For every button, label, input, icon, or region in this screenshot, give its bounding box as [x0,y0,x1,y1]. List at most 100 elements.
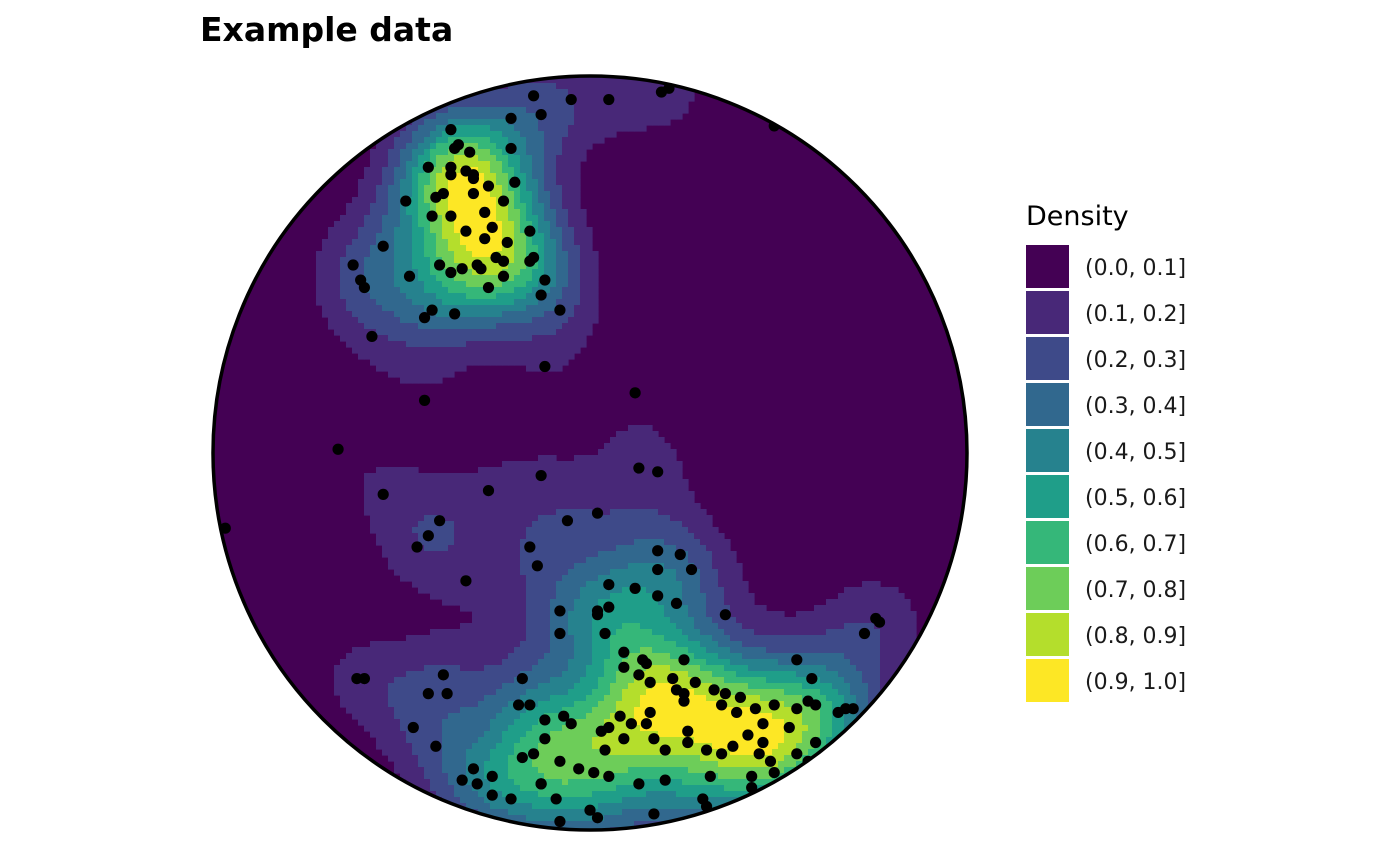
density-cell [508,671,515,678]
density-cell [454,347,461,354]
density-cell [592,299,599,306]
density-cell [670,611,677,618]
density-cell [400,293,407,300]
density-cell [520,353,527,360]
density-cell [796,623,803,630]
density-cell [814,665,821,672]
density-cell [550,677,557,684]
density-cell [346,335,353,342]
density-cell [430,221,437,228]
density-cell [478,257,485,264]
density-cell [826,647,833,654]
density-cell [868,641,875,648]
density-cell [838,629,845,636]
density-cell [346,245,353,252]
density-cell [868,635,875,642]
density-cell [538,653,545,660]
density-cell [346,251,353,258]
density-cell [592,659,599,666]
density-cell [646,77,653,78]
density-cell [406,653,413,660]
density-cell [490,311,497,318]
density-cell [430,497,437,504]
density-cell [484,635,491,642]
density-cell [352,269,359,276]
density-cell [610,521,617,528]
density-cell [556,191,563,198]
density-cell [352,707,359,714]
density-cell [442,239,449,246]
density-cell [580,77,587,84]
density-cell [484,131,491,138]
density-cell [700,647,707,654]
density-cell [556,539,563,546]
density-cell [712,659,719,666]
density-cell [328,227,335,234]
density-cell [838,635,845,642]
density-cell [610,527,617,534]
density-cell [430,509,437,516]
density-cell [490,167,497,174]
density-cell [652,683,659,690]
density-cell [478,497,485,504]
density-cell [664,467,671,474]
density-cell [808,635,815,642]
density-cell [340,329,347,336]
density-cell [694,695,701,702]
density-cell [598,479,605,486]
density-cell [532,599,539,606]
density-cell [442,179,449,186]
density-cell [646,113,653,120]
density-cell [382,653,389,660]
density-cell [646,641,653,648]
density-cell [526,209,533,216]
density-cell [418,527,425,534]
density-cell [616,617,623,624]
density-cell [442,683,449,690]
density-cell [358,317,365,324]
density-cell [472,707,479,714]
density-cell [472,671,479,678]
density-cell [442,149,449,156]
density-cell [538,185,545,192]
density-cell [532,245,539,252]
density-cell [568,197,575,204]
density-cell [454,707,461,714]
density-cell [682,545,689,552]
density-cell [514,539,521,546]
density-cell [616,575,623,582]
density-cell [496,329,503,336]
density-cell [400,305,407,312]
density-cell [532,347,539,354]
density-cell [490,509,497,516]
density-cell [448,251,455,258]
density-cell [400,551,407,558]
density-cell [580,131,587,138]
density-cell [556,281,563,288]
density-cell [472,659,479,666]
density-cell [574,551,581,558]
density-cell [592,671,599,678]
density-cell [394,545,401,552]
density-cell [730,599,737,606]
density-cell [328,239,335,246]
density-cell [334,281,341,288]
density-cell [532,467,539,474]
density-cell [574,125,581,132]
density-cell [508,617,515,624]
density-cell [592,521,599,528]
density-cell [700,617,707,624]
density-cell [508,245,515,252]
density-cell [550,191,557,198]
density-cell [526,113,533,120]
density-cell [484,557,491,564]
density-cell [448,155,455,162]
density-cell [520,563,527,570]
density-cell [430,647,437,654]
density-cell [586,491,593,498]
density-cell [436,323,443,330]
density-cell [418,671,425,678]
density-cell [514,461,521,468]
density-cell [454,647,461,654]
density-cell [496,209,503,216]
